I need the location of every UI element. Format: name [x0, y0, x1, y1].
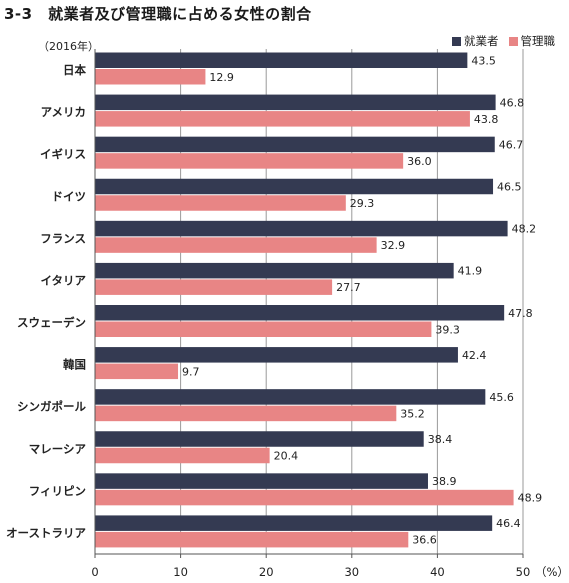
legend-item-employed: 就業者: [452, 33, 499, 49]
value-label-employed-5: 41.9: [458, 265, 483, 278]
value-label-employed-2: 46.7: [499, 138, 524, 151]
category-label-2: イギリス: [40, 147, 86, 161]
bar-employed-3: [95, 178, 494, 195]
bar-employed-2: [95, 136, 495, 153]
value-label-managers-3: 29.3: [350, 197, 375, 210]
bar-employed-10: [95, 473, 428, 489]
legend-swatch-employed: [452, 36, 461, 46]
value-label-managers-4: 32.9: [381, 239, 406, 252]
category-label-1: アメリカ: [41, 105, 86, 119]
value-label-employed-0: 43.5: [471, 54, 496, 67]
bar-employed-8: [95, 389, 486, 405]
year-label: （2016年）: [38, 40, 99, 53]
category-label-9: マレーシア: [29, 442, 87, 456]
bar-managers-9: [95, 447, 270, 464]
value-label-managers-6: 39.3: [435, 323, 460, 336]
chart-title: 3-3 就業者及び管理職に占める女性の割合: [4, 5, 312, 23]
bar-managers-5: [95, 279, 333, 295]
category-label-5: イタリア: [40, 273, 86, 287]
value-label-managers-0: 12.9: [209, 71, 234, 84]
category-label-6: スウェーデン: [17, 316, 86, 330]
category-label-0: 日本: [63, 63, 86, 77]
bar-managers-4: [95, 237, 377, 253]
value-label-employed-11: 46.4: [496, 517, 520, 530]
bar-employed-4: [95, 220, 508, 237]
x-tick-label-2: 20: [259, 565, 274, 579]
bar-managers-8: [95, 405, 397, 422]
unit-label: （%）: [535, 565, 569, 579]
value-label-employed-8: 45.6: [489, 391, 514, 404]
legend-item-managers: 管理職: [508, 33, 556, 49]
bar-managers-7: [95, 363, 179, 380]
value-label-employed-1: 46.8: [500, 96, 525, 109]
bar-managers-0: [95, 69, 206, 85]
legend: 就業者 管理職: [452, 33, 555, 49]
category-label-7: 韓国: [63, 358, 86, 372]
bar-employed-7: [95, 347, 458, 363]
legend-label-employed: 就業者: [464, 34, 499, 48]
x-tick-label-0: 0: [91, 565, 98, 579]
value-label-managers-2: 36.0: [407, 155, 432, 168]
x-tick-label-3: 30: [344, 565, 359, 579]
value-label-managers-1: 43.8: [474, 113, 499, 126]
value-label-managers-8: 35.2: [400, 407, 425, 420]
value-label-managers-7: 9.7: [182, 365, 200, 378]
value-label-managers-10: 48.9: [518, 492, 543, 505]
value-label-employed-6: 47.8: [508, 307, 532, 320]
category-label-8: シンガポール: [17, 400, 86, 414]
bar-managers-2: [95, 153, 404, 169]
category-label-4: フランス: [40, 231, 86, 245]
legend-swatch-managers: [508, 36, 518, 46]
bar-employed-0: [95, 52, 468, 68]
bar-managers-1: [95, 111, 470, 127]
value-label-employed-7: 42.4: [462, 349, 487, 362]
value-label-managers-5: 27.7: [336, 281, 361, 294]
category-label-11: オーストラリア: [6, 526, 86, 540]
x-tick-label-1: 10: [173, 565, 188, 579]
category-label-3: ドイツ: [52, 189, 87, 203]
bar-managers-3: [95, 195, 346, 211]
bar-employed-5: [95, 262, 454, 279]
bar-employed-11: [95, 515, 493, 531]
bar-managers-11: [95, 531, 409, 548]
value-label-employed-4: 48.2: [512, 223, 537, 236]
value-label-managers-11: 36.6: [412, 534, 437, 547]
value-label-managers-9: 20.4: [274, 450, 299, 463]
x-tick-label-5: 50: [516, 565, 531, 579]
x-tick-label-4: 40: [430, 565, 445, 579]
bar-employed-1: [95, 94, 496, 111]
value-label-employed-3: 46.5: [497, 181, 522, 194]
value-label-employed-10: 38.9: [432, 475, 457, 488]
bar-employed-9: [95, 431, 424, 447]
category-label-10: フィリピン: [29, 484, 86, 498]
bar-managers-10: [95, 489, 514, 506]
legend-label-managers: 管理職: [520, 34, 556, 48]
value-label-employed-9: 38.4: [428, 433, 453, 446]
bar-employed-6: [95, 305, 505, 321]
bar-managers-6: [95, 321, 432, 337]
